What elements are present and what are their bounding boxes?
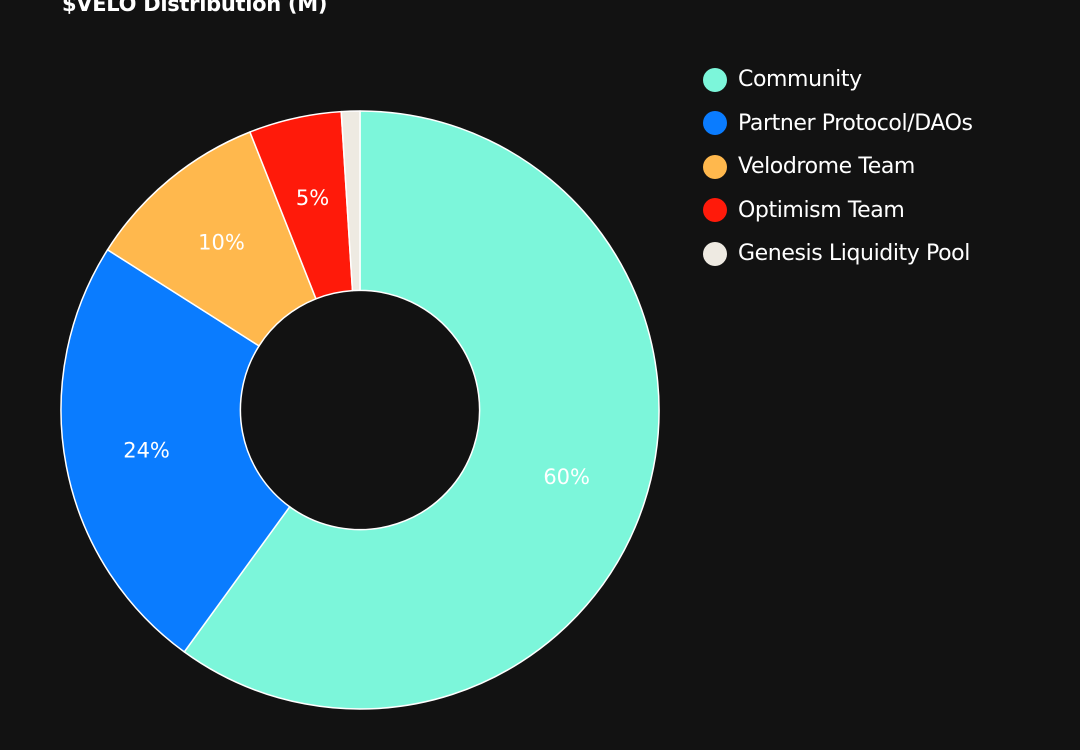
labels-layer: 60% 24% 10% 5% (123, 186, 590, 489)
slice-genesis-liquidity-pool (340, 110, 361, 292)
slice-label-community: 60% (543, 465, 590, 489)
slice-label-optimism-team: 5% (296, 186, 329, 210)
slice-partner-protocol-daos (60, 249, 291, 653)
legend-swatch (703, 154, 727, 179)
legend-item-optimism-team[interactable]: Optimism Team (703, 189, 973, 233)
slice-label-velodrome-team: 10% (198, 231, 245, 255)
slice-community (183, 110, 660, 710)
legend-label: Community (738, 67, 862, 93)
legend-swatch (703, 111, 727, 136)
legend-item-community[interactable]: Community (703, 58, 973, 102)
legend-label: Velodrome Team (738, 154, 915, 180)
chart-title: $VELO Distribution (M) (62, 0, 328, 16)
legend-swatch (703, 67, 727, 92)
legend: Community Partner Protocol/DAOs Velodrome … (703, 58, 973, 276)
slice-label-partner-protocol-daos: 24% (123, 439, 170, 463)
legend-item-genesis-liquidity-pool[interactable]: Genesis Liquidity Pool (703, 232, 973, 276)
legend-swatch (703, 241, 727, 266)
legend-label: Genesis Liquidity Pool (738, 241, 970, 267)
legend-label: Partner Protocol/DAOs (738, 110, 973, 136)
slices-layer (60, 110, 660, 710)
legend-label: Optimism Team (738, 197, 905, 223)
slice-velodrome-team (106, 131, 317, 347)
legend-swatch (703, 198, 727, 223)
legend-item-partner-protocol-daos[interactable]: Partner Protocol/DAOs (703, 102, 973, 146)
legend-item-velodrome-team[interactable]: Velodrome Team (703, 145, 973, 189)
